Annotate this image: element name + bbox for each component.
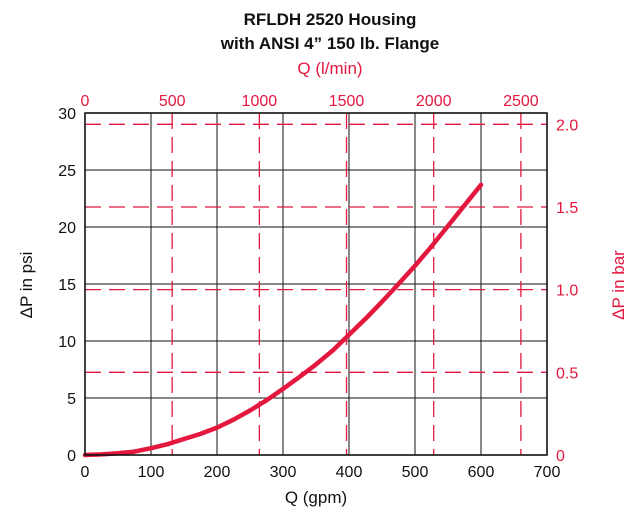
y2-tick-label: 1.0 — [556, 283, 578, 300]
x-tick-label: 100 — [138, 464, 165, 481]
x2-tick-label: 0 — [81, 93, 90, 110]
x2-tick-label: 500 — [159, 93, 186, 110]
y-tick-label: 25 — [58, 163, 76, 180]
x2-tick-label: 2500 — [503, 93, 539, 110]
y-tick-label: 15 — [58, 277, 76, 294]
chart-title-line-2: with ANSI 4” 150 lb. Flange — [220, 34, 440, 53]
plot-frame — [84, 112, 548, 456]
x2-axis-label: Q (l/min) — [297, 59, 362, 78]
y-tick-label: 0 — [67, 448, 76, 465]
y2-tick-label: 1.5 — [556, 200, 578, 217]
y2-axis-label: ΔP in bar — [609, 250, 628, 320]
x-tick-label: 200 — [204, 464, 231, 481]
chart-title-line-1: RFLDH 2520 Housing — [244, 10, 417, 29]
x2-tick-label: 2000 — [416, 93, 452, 110]
y-tick-label: 10 — [58, 334, 76, 351]
y-tick-label: 30 — [58, 106, 76, 123]
x-tick-label: 300 — [270, 464, 297, 481]
x2-tick-label: 1000 — [242, 93, 278, 110]
x-tick-label: 0 — [81, 464, 90, 481]
y-axis-label: ΔP in psi — [17, 252, 36, 319]
y-tick-label: 20 — [58, 220, 76, 237]
x-tick-label: 600 — [468, 464, 495, 481]
pressure-drop-curve — [82, 182, 484, 458]
x-tick-label: 700 — [534, 464, 561, 481]
y2-tick-label: 2.0 — [556, 117, 578, 134]
x-axis-label: Q (gpm) — [285, 488, 347, 507]
y2-tick-label: 0 — [556, 448, 565, 465]
y2-tick-label: 0.5 — [556, 365, 578, 382]
y-tick-label: 5 — [67, 391, 76, 408]
grid — [85, 113, 547, 455]
x2-tick-label: 1500 — [329, 93, 365, 110]
x-tick-label: 500 — [402, 464, 429, 481]
x-tick-label: 400 — [336, 464, 363, 481]
series-layer — [82, 182, 484, 458]
